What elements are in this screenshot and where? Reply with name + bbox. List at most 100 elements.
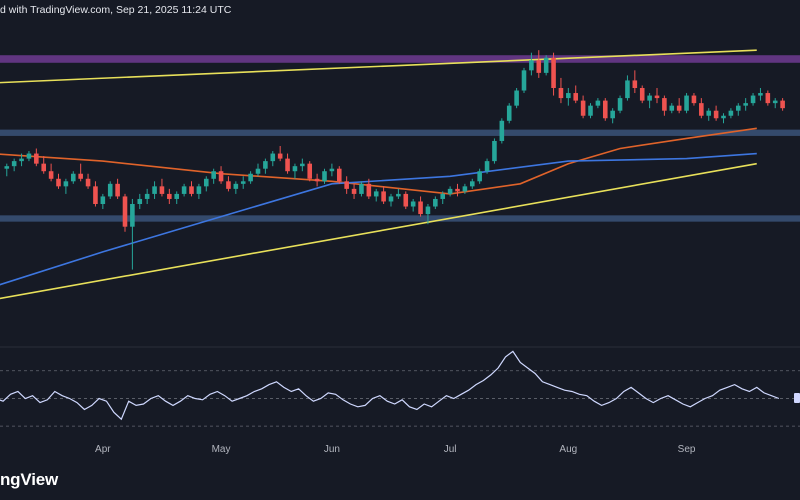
candle-body (359, 183, 364, 194)
candle-body (159, 186, 165, 194)
candle-body (758, 93, 763, 96)
candle-body (595, 100, 601, 106)
candle-body (713, 110, 719, 119)
candle-body (152, 186, 157, 194)
candle-body (233, 183, 239, 189)
candle-body (137, 198, 143, 204)
candle-body (455, 188, 460, 192)
candle-body (388, 196, 394, 202)
candle-body (617, 98, 623, 111)
resistance-zone (0, 55, 800, 63)
month-label: Aug (559, 444, 577, 455)
candle-body (270, 153, 276, 162)
candle-body (728, 110, 734, 116)
candle-body (336, 168, 342, 182)
candle-body (292, 166, 298, 172)
candle-body (469, 181, 475, 187)
candle-body (706, 110, 712, 116)
candle-body (403, 193, 409, 207)
candle-body (314, 178, 320, 182)
header-bar: d with TradingView.com, Sep 21, 2025 11:… (0, 0, 800, 20)
candle-body (34, 153, 39, 164)
published-caption: d with TradingView.com, Sep 21, 2025 11:… (0, 4, 232, 16)
candle-body (418, 201, 423, 215)
candle-body (167, 193, 172, 199)
candle-body (122, 196, 128, 227)
candle-body (735, 105, 741, 111)
candle-body (602, 100, 608, 119)
candle-body (484, 161, 490, 172)
month-label: Jun (324, 444, 340, 455)
candle-body (477, 171, 482, 182)
candlesticks (4, 50, 785, 270)
candle-body (285, 158, 290, 172)
candle-body (344, 181, 349, 189)
candle-body (181, 186, 187, 194)
candle-body (536, 60, 542, 73)
candle-body (573, 93, 579, 101)
candle-body (743, 103, 748, 106)
tradingview-brand[interactable]: ngView (0, 470, 59, 489)
lower-trendline (0, 162, 757, 300)
candle-body (107, 183, 113, 197)
candle-body (780, 100, 785, 109)
candle-body (543, 57, 549, 73)
candle-body (499, 120, 505, 141)
candle-body (691, 95, 697, 104)
candle-body (381, 191, 386, 202)
candle-body (218, 171, 224, 182)
candle-body (373, 191, 379, 197)
rsi-levels (0, 370, 800, 427)
candle-body (639, 88, 645, 101)
rsi-value-tag (794, 393, 800, 403)
candle-body (669, 105, 675, 111)
support_upper-zone (0, 129, 800, 136)
candle-body (4, 166, 10, 169)
candle-body (307, 163, 313, 179)
rsi-pane (0, 350, 780, 421)
moving-averages (0, 127, 757, 286)
candle-body (529, 60, 534, 71)
candle-body (425, 206, 431, 215)
candle-body (721, 115, 726, 119)
candle-body (351, 188, 357, 194)
candle-body (447, 188, 453, 194)
candle-body (78, 173, 83, 179)
candle-body (240, 181, 246, 184)
moving-average-orange (0, 127, 757, 195)
candle-body (203, 178, 209, 187)
candle-body (662, 98, 667, 111)
candle-body (521, 70, 527, 91)
candle-body (366, 183, 372, 197)
candle-body (322, 171, 327, 182)
candle-body (462, 186, 468, 192)
candle-body (329, 168, 335, 172)
rsi-line (0, 350, 780, 421)
footer-bar: ngView (0, 460, 800, 500)
candle-body (226, 181, 231, 189)
candle-body (93, 186, 98, 204)
month-label: Apr (95, 444, 111, 455)
trendlines (0, 49, 757, 300)
month-label: May (212, 444, 231, 455)
candle-body (277, 153, 283, 159)
candle-body (189, 186, 194, 194)
candle-body (263, 161, 268, 169)
candle-body (63, 181, 69, 187)
candle-body (300, 163, 305, 167)
candle-body (765, 93, 771, 104)
candle-body (551, 57, 556, 88)
candle-body (610, 110, 615, 119)
candle-body (255, 168, 261, 174)
month-label: Sep (678, 444, 696, 455)
candle-body (588, 105, 593, 116)
candle-body (174, 193, 180, 199)
candle-body (144, 193, 150, 199)
support_lower-zone (0, 215, 800, 222)
candle-body (48, 171, 54, 179)
candle-body (130, 204, 135, 227)
candle-body (211, 171, 216, 179)
month-label: Jul (444, 444, 457, 455)
